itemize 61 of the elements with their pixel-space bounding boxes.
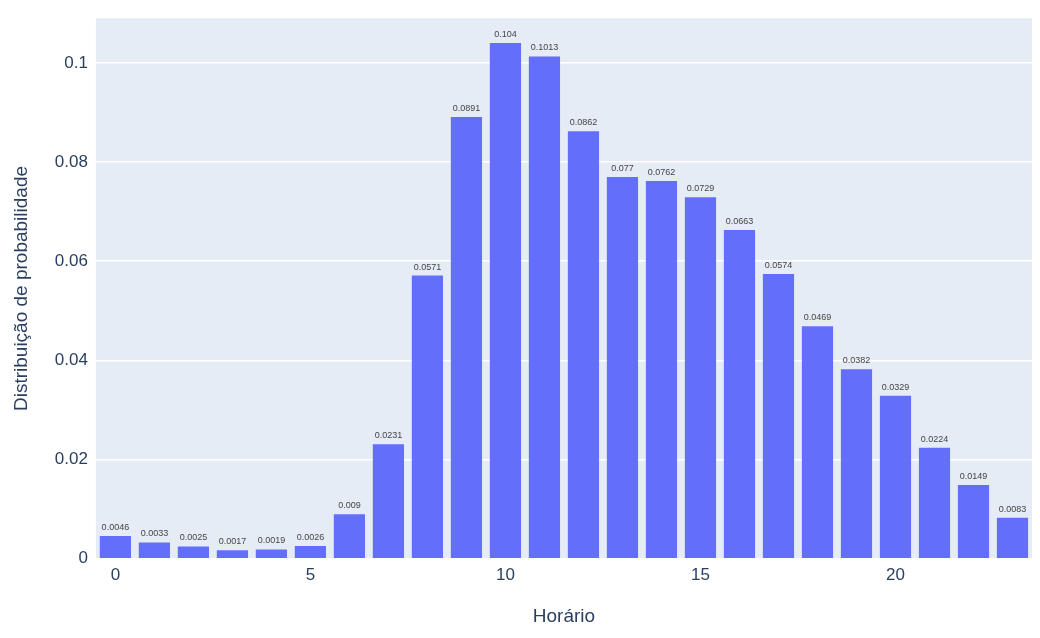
bar xyxy=(918,447,951,559)
bar xyxy=(996,517,1029,559)
x-tick-label: 5 xyxy=(305,564,316,584)
data-label: 0.009 xyxy=(338,500,361,511)
data-label: 0.0025 xyxy=(179,532,208,543)
bar xyxy=(723,229,756,559)
data-label: 0.0017 xyxy=(218,536,247,547)
data-label: 0.104 xyxy=(494,28,517,39)
bar xyxy=(450,116,483,559)
data-label: 0.0019 xyxy=(257,535,286,546)
data-label: 0.0729 xyxy=(686,183,715,194)
y-tick-label: 0.04 xyxy=(54,350,88,370)
x-tick-label: 0 xyxy=(110,564,121,584)
bar xyxy=(567,131,600,559)
x-axis-title: Horário xyxy=(532,604,596,626)
bar xyxy=(840,369,873,559)
y-tick-label: 0.06 xyxy=(54,250,88,270)
bar xyxy=(177,546,209,559)
data-label: 0.0571 xyxy=(413,261,442,272)
x-tick-label: 20 xyxy=(886,564,905,584)
data-label: 0.0574 xyxy=(764,260,793,271)
data-label: 0.0231 xyxy=(374,430,403,441)
x-tick-label: 15 xyxy=(691,564,710,584)
y-tick-label: 0.08 xyxy=(54,151,88,171)
bar xyxy=(645,180,678,559)
bar xyxy=(372,444,405,559)
data-label: 0.0046 xyxy=(101,521,130,532)
y-tick-label: 0.02 xyxy=(54,449,88,469)
data-label: 0.0033 xyxy=(140,528,169,539)
data-label: 0.0891 xyxy=(452,102,481,113)
bar xyxy=(801,326,834,559)
bar xyxy=(99,535,131,559)
bar xyxy=(528,56,561,559)
bar xyxy=(255,549,288,559)
x-tick-label: 10 xyxy=(495,564,515,584)
bar xyxy=(879,395,912,559)
data-label: 0.0083 xyxy=(998,503,1027,514)
bar xyxy=(216,550,249,559)
bar xyxy=(489,43,522,559)
bar xyxy=(138,542,170,559)
y-axis-title: Distribuição de probabilidade xyxy=(9,165,31,412)
data-label: 0.0862 xyxy=(569,117,598,128)
bar xyxy=(762,274,795,559)
data-label: 0.0382 xyxy=(842,355,871,366)
bar xyxy=(333,514,366,559)
bar xyxy=(606,176,639,559)
data-label: 0.0149 xyxy=(959,470,988,481)
data-label: 0.0469 xyxy=(803,312,832,323)
bar xyxy=(684,197,717,559)
y-tick-label: 0.1 xyxy=(64,52,88,72)
data-label: 0.0224 xyxy=(920,433,949,444)
data-label: 0.077 xyxy=(611,162,634,173)
bar xyxy=(957,484,990,559)
data-label: 0.1013 xyxy=(530,42,559,53)
data-label: 0.0762 xyxy=(647,166,676,177)
data-label: 0.0663 xyxy=(725,215,754,226)
data-label: 0.0026 xyxy=(296,531,325,542)
bar xyxy=(411,275,444,559)
data-label: 0.0329 xyxy=(881,381,910,392)
bar xyxy=(294,545,327,559)
y-tick-label: 0 xyxy=(78,548,88,568)
